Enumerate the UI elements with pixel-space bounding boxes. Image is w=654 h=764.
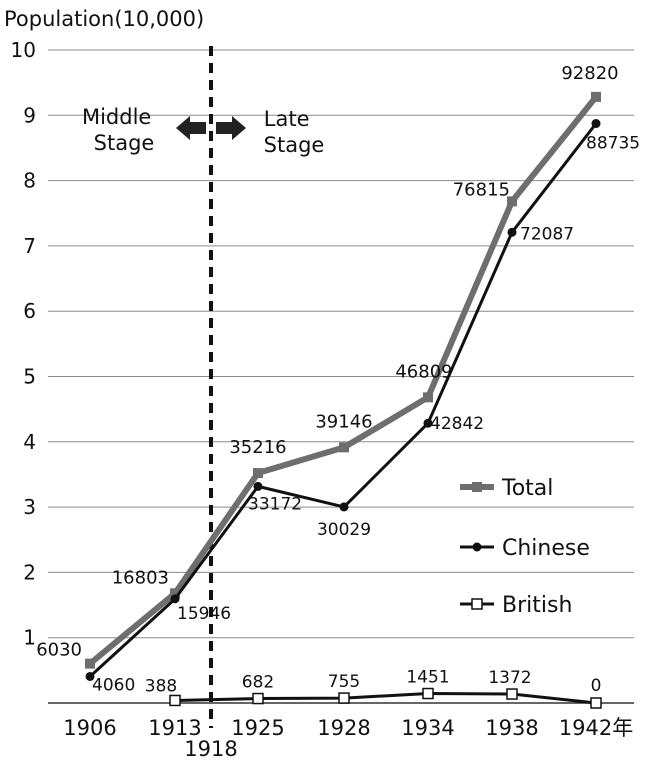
data-label-british: 755	[328, 672, 360, 692]
marker-total	[253, 468, 263, 479]
legend-label-british: British	[502, 593, 572, 618]
marker-total	[85, 658, 95, 669]
data-label-chinese: 42842	[430, 414, 484, 434]
data-label-british: 1451	[406, 668, 449, 688]
legend-label-chinese: Chinese	[502, 536, 590, 561]
x-tick-label: 1913	[148, 716, 201, 740]
marker-chinese	[591, 119, 601, 129]
y-tick-label: 2	[23, 560, 36, 584]
data-label-chinese: 4060	[92, 675, 135, 695]
marker-british	[252, 692, 264, 705]
data-label-british: 682	[242, 673, 274, 693]
marker-total	[591, 91, 601, 102]
marker-chinese	[170, 594, 180, 604]
data-label-chinese: 88735	[586, 134, 640, 154]
arrow-left-icon	[176, 116, 206, 140]
legend-marker-chinese	[472, 542, 482, 552]
data-label-chinese: 30029	[317, 520, 371, 540]
legend-marker-british	[471, 598, 483, 610]
marker-british	[506, 688, 518, 700]
series-line-british	[173, 692, 598, 705]
middle-stage-label: Middle Stage	[82, 105, 158, 155]
data-label-chinese: 15946	[177, 604, 231, 624]
y-tick-label: 9	[23, 103, 36, 127]
y-tick-label: 7	[23, 234, 36, 258]
y-tick-label: 1	[23, 626, 36, 650]
data-label-total: 16803	[112, 567, 169, 588]
divider-year-label: 1918	[184, 737, 237, 761]
x-tick-label: 1938	[485, 716, 538, 740]
marker-british	[422, 687, 434, 700]
data-label-chinese: 33172	[248, 494, 302, 514]
data-label-chinese: 72087	[520, 224, 574, 244]
late-stage-label: Late Stage	[264, 107, 325, 157]
y-tick-label: 8	[23, 169, 36, 193]
data-label-total: 35216	[229, 437, 286, 458]
y-tick-label: 5	[23, 365, 36, 389]
x-tick-label: 1928	[317, 716, 370, 740]
data-label-total: 46809	[395, 361, 452, 382]
marker-chinese	[253, 481, 263, 491]
x-tick-label: 1925	[231, 716, 284, 740]
x-axis-ticks: 1906 1913 1925 1928 1934 1938 1942年	[63, 716, 633, 740]
y-axis-label: Population(10,000)	[4, 7, 204, 31]
x-tick-label: 1942年	[559, 716, 633, 740]
x-tick-label: 1934	[401, 716, 454, 740]
marker-total	[507, 196, 517, 207]
marker-british	[338, 692, 350, 704]
marker-british	[169, 694, 181, 707]
data-label-total: 92820	[561, 63, 618, 84]
data-label-british: 388	[145, 676, 177, 696]
marker-chinese	[507, 227, 517, 237]
legend: Total Chinese British	[460, 476, 590, 618]
x-tick-label: 1906	[63, 716, 116, 740]
y-tick-label: 6	[23, 299, 36, 323]
marker-british	[590, 697, 602, 709]
data-label-british: 1372	[488, 668, 531, 688]
gridlines	[48, 49, 634, 639]
arrow-right-icon	[216, 116, 246, 140]
legend-label-total: Total	[501, 476, 553, 501]
legend-marker-total	[472, 482, 482, 492]
marker-total	[170, 588, 180, 599]
data-label-total: 39146	[315, 411, 372, 432]
series-layer	[85, 91, 602, 709]
data-label-british: 0	[591, 676, 602, 696]
y-axis-ticks: 1 2 3 4 5 6 7 8 9 10	[11, 38, 36, 650]
marker-chinese	[339, 502, 349, 512]
y-tick-label: 3	[23, 495, 36, 519]
data-labels: 6030 16803 35216 39146 46809 76815 92820 4060 15…	[36, 63, 640, 697]
data-label-total: 6030	[36, 640, 82, 661]
marker-total	[423, 392, 433, 403]
marker-chinese	[85, 671, 95, 681]
marker-chinese	[423, 418, 433, 428]
marker-total	[339, 442, 349, 453]
y-tick-label: 10	[11, 38, 36, 62]
data-label-total: 76815	[453, 179, 510, 200]
y-tick-label: 4	[23, 430, 36, 454]
